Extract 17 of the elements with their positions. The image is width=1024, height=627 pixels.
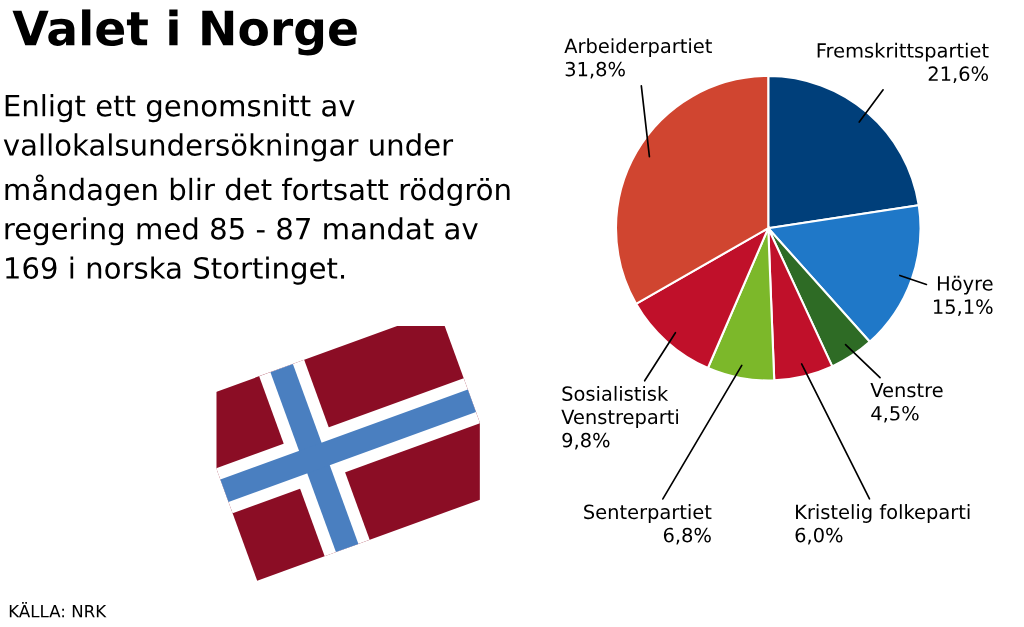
- slice-label: Höyre: [937, 275, 993, 295]
- data-label: 31,8%: [565, 61, 625, 79]
- slice-label: Senterpartiet: [584, 504, 712, 523]
- data-label: 4,5%: [871, 405, 919, 423]
- data-label: 6,8%: [663, 527, 711, 545]
- data-label: 9,8%: [562, 432, 610, 450]
- data-label: 15,1%: [933, 299, 993, 316]
- slice-label: Kristelig folkeparti: [796, 504, 970, 523]
- data-label: 6,0%: [795, 527, 843, 545]
- slice-label: Fremskrittspartiet: [817, 42, 989, 62]
- data-label: 21,6%: [928, 66, 988, 84]
- slice-label: Arbeiderpartiet: [564, 38, 712, 57]
- slice-label: Sosialistisk Venstreparti: [561, 385, 678, 428]
- text: KÄLLA: NRK: [9, 602, 107, 618]
- chart-title: Valet i Norge: [12, 9, 357, 56]
- text: Enligt ett genomsnitt av vallokalsundersökningar under måndagen blir det fortsatt rödgrön regering med 85 - 87 mandat av 169 i norska Stortinget.: [3, 94, 510, 285]
- slice-label: Venstre: [870, 382, 943, 398]
